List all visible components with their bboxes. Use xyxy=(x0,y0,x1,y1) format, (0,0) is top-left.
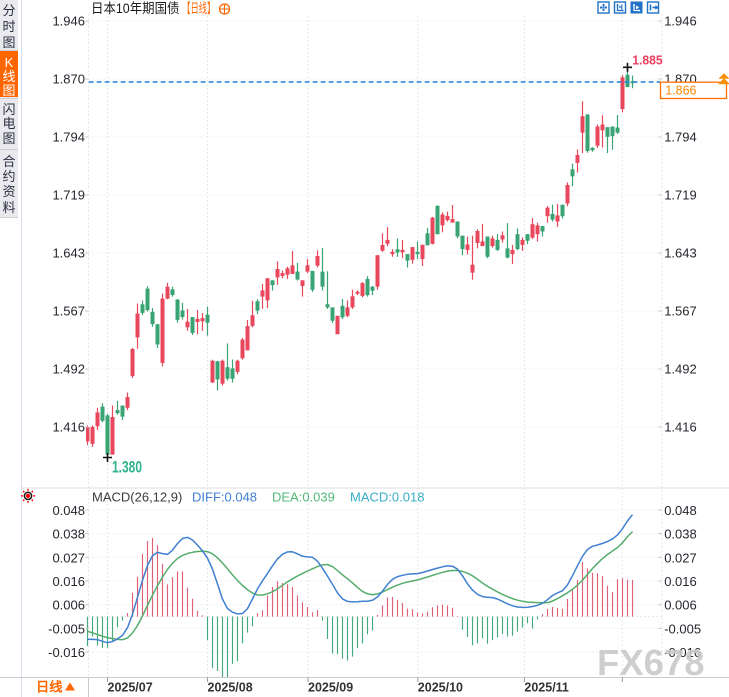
svg-text:0.038: 0.038 xyxy=(664,527,697,542)
svg-text:0.027: 0.027 xyxy=(52,550,85,565)
svg-text:1.492: 1.492 xyxy=(52,362,85,377)
svg-text:-0.005: -0.005 xyxy=(48,621,85,636)
svg-text:DEA:0.039: DEA:0.039 xyxy=(272,490,335,505)
svg-text:1.719: 1.719 xyxy=(52,188,85,203)
svg-text:FX678: FX678 xyxy=(597,642,705,683)
svg-text:DIFF:0.048: DIFF:0.048 xyxy=(192,490,257,505)
svg-text:0.048: 0.048 xyxy=(664,503,697,518)
svg-text:1.567: 1.567 xyxy=(52,304,85,319)
svg-text:日本10年期国债: 日本10年期国债 xyxy=(91,1,180,16)
svg-text:1.870: 1.870 xyxy=(52,72,85,87)
svg-text:1.380: 1.380 xyxy=(112,458,142,477)
svg-text:1.643: 1.643 xyxy=(52,246,85,261)
svg-text:-0.005: -0.005 xyxy=(664,621,701,636)
svg-text:-0.016: -0.016 xyxy=(664,645,701,660)
svg-text:2025/10: 2025/10 xyxy=(418,681,463,695)
svg-text:0.038: 0.038 xyxy=(52,527,85,542)
svg-text:MACD(26,12,9): MACD(26,12,9) xyxy=(92,490,182,505)
svg-text:1.416: 1.416 xyxy=(664,420,697,435)
svg-text:0.016: 0.016 xyxy=(52,574,85,589)
svg-text:0.048: 0.048 xyxy=(52,503,85,518)
svg-text:【日线】: 【日线】 xyxy=(182,1,215,16)
svg-text:1.794: 1.794 xyxy=(664,130,697,145)
svg-text:2025/11: 2025/11 xyxy=(524,681,569,695)
svg-text:-0.016: -0.016 xyxy=(48,645,85,660)
svg-text:0.027: 0.027 xyxy=(664,550,697,565)
svg-text:1.794: 1.794 xyxy=(52,130,85,145)
svg-text:2025/09: 2025/09 xyxy=(308,681,353,695)
svg-text:1.946: 1.946 xyxy=(52,14,85,29)
svg-text:1.492: 1.492 xyxy=(664,362,697,377)
svg-text:0.016: 0.016 xyxy=(664,574,697,589)
svg-text:0.006: 0.006 xyxy=(664,598,697,613)
svg-text:MACD:0.018: MACD:0.018 xyxy=(350,490,424,505)
svg-text:2025/07: 2025/07 xyxy=(108,681,153,695)
svg-text:1.719: 1.719 xyxy=(664,188,697,203)
svg-text:0.006: 0.006 xyxy=(52,598,85,613)
svg-text:1.866: 1.866 xyxy=(665,84,696,98)
svg-text:1.885: 1.885 xyxy=(632,52,663,67)
svg-text:1.946: 1.946 xyxy=(664,14,697,29)
svg-text:1.643: 1.643 xyxy=(664,246,697,261)
svg-text:2025/08: 2025/08 xyxy=(208,681,253,695)
svg-text:日线: 日线 xyxy=(36,680,63,695)
svg-text:1.567: 1.567 xyxy=(664,304,697,319)
svg-text:1.416: 1.416 xyxy=(52,420,85,435)
